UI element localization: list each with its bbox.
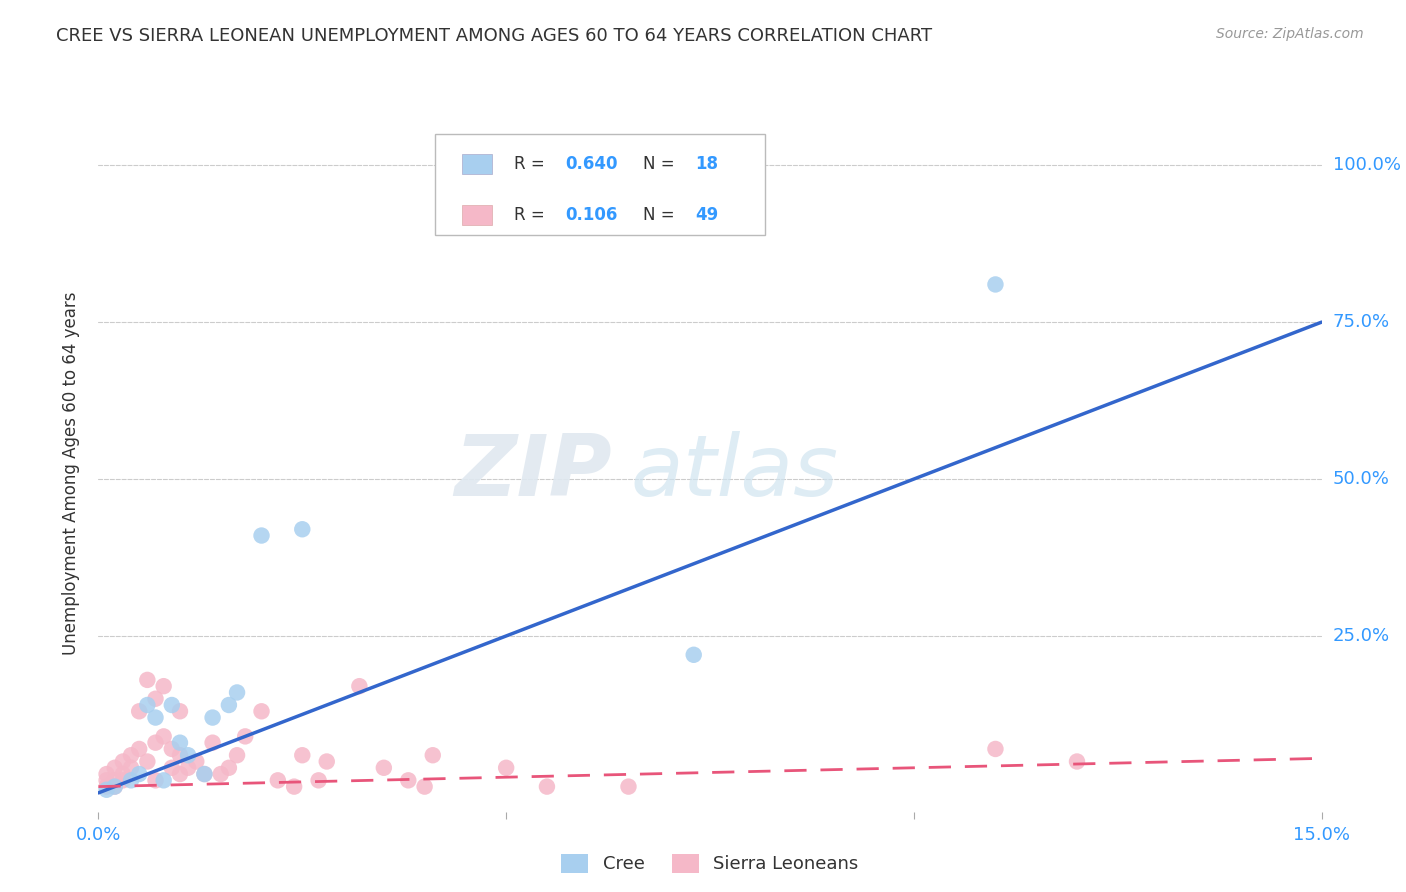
- Point: [96, 767, 118, 781]
- FancyBboxPatch shape: [434, 134, 765, 235]
- Point: [169, 736, 191, 750]
- Point: [160, 742, 183, 756]
- Point: [233, 730, 256, 744]
- Text: 18: 18: [696, 155, 718, 173]
- Text: ZIP: ZIP: [454, 431, 612, 515]
- Point: [218, 698, 240, 712]
- Point: [160, 698, 183, 712]
- Point: [152, 679, 174, 693]
- Point: [267, 773, 290, 788]
- Point: [177, 761, 200, 775]
- Point: [1066, 755, 1088, 769]
- Point: [96, 782, 118, 797]
- Point: [201, 710, 224, 724]
- Text: N =: N =: [643, 206, 679, 224]
- Point: [152, 730, 174, 744]
- Y-axis label: Unemployment Among Ages 60 to 64 years: Unemployment Among Ages 60 to 64 years: [62, 291, 80, 655]
- Text: 0.640: 0.640: [565, 155, 619, 173]
- Point: [291, 522, 314, 536]
- Point: [111, 773, 134, 788]
- Point: [984, 277, 1007, 292]
- Point: [120, 773, 142, 788]
- Point: [186, 755, 208, 769]
- Point: [250, 704, 273, 718]
- Legend: Cree, Sierra Leoneans: Cree, Sierra Leoneans: [554, 847, 866, 880]
- Point: [209, 767, 232, 781]
- Point: [169, 767, 191, 781]
- Text: R =: R =: [515, 155, 550, 173]
- Point: [136, 673, 159, 687]
- Point: [226, 685, 249, 699]
- Point: [128, 767, 150, 781]
- Point: [291, 748, 314, 763]
- Point: [104, 780, 127, 794]
- Point: [495, 761, 517, 775]
- Text: 75.0%: 75.0%: [1333, 313, 1391, 331]
- Point: [145, 710, 167, 724]
- Point: [218, 761, 240, 775]
- Point: [104, 780, 127, 794]
- Point: [315, 755, 337, 769]
- Text: 100.0%: 100.0%: [1333, 156, 1400, 174]
- Point: [984, 742, 1007, 756]
- Point: [169, 748, 191, 763]
- Point: [152, 773, 174, 788]
- Point: [308, 773, 330, 788]
- FancyBboxPatch shape: [461, 154, 492, 175]
- Point: [104, 761, 127, 775]
- Text: 0.106: 0.106: [565, 206, 619, 224]
- Point: [177, 748, 200, 763]
- Point: [104, 773, 127, 788]
- Point: [169, 704, 191, 718]
- Point: [120, 748, 142, 763]
- Text: atlas: atlas: [630, 431, 838, 515]
- Text: CREE VS SIERRA LEONEAN UNEMPLOYMENT AMONG AGES 60 TO 64 YEARS CORRELATION CHART: CREE VS SIERRA LEONEAN UNEMPLOYMENT AMON…: [56, 27, 932, 45]
- Point: [250, 528, 273, 542]
- Point: [120, 761, 142, 775]
- Point: [349, 679, 371, 693]
- Point: [136, 755, 159, 769]
- Point: [128, 704, 150, 718]
- Point: [111, 767, 134, 781]
- Point: [145, 691, 167, 706]
- FancyBboxPatch shape: [461, 205, 492, 226]
- Point: [422, 748, 444, 763]
- Point: [136, 698, 159, 712]
- Point: [145, 773, 167, 788]
- Point: [111, 755, 134, 769]
- Text: N =: N =: [643, 155, 679, 173]
- Point: [617, 780, 640, 794]
- Text: 49: 49: [696, 206, 718, 224]
- Text: 25.0%: 25.0%: [1333, 627, 1391, 645]
- Point: [201, 736, 224, 750]
- Point: [413, 780, 436, 794]
- Point: [373, 761, 395, 775]
- Point: [226, 748, 249, 763]
- Point: [96, 773, 118, 788]
- Point: [396, 773, 419, 788]
- Text: Source: ZipAtlas.com: Source: ZipAtlas.com: [1216, 27, 1364, 41]
- Point: [536, 780, 558, 794]
- Point: [160, 761, 183, 775]
- Point: [283, 780, 305, 794]
- Point: [96, 780, 118, 794]
- Text: R =: R =: [515, 206, 550, 224]
- Text: 50.0%: 50.0%: [1333, 470, 1389, 488]
- Point: [145, 736, 167, 750]
- Point: [193, 767, 215, 781]
- Point: [682, 648, 704, 662]
- Point: [193, 767, 215, 781]
- Point: [128, 742, 150, 756]
